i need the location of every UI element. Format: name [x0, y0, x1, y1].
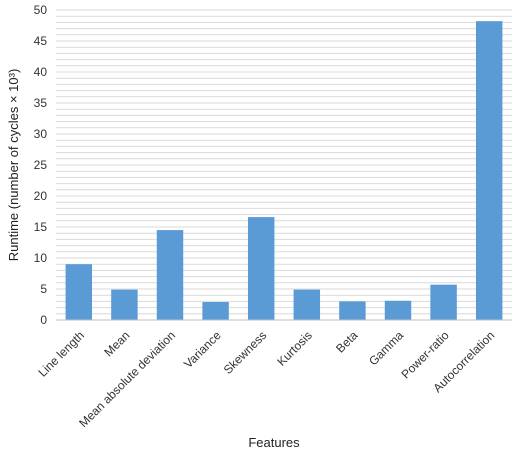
y-tick-label: 15: [34, 220, 48, 234]
y-tick-label: 30: [34, 127, 48, 141]
y-tick-label: 20: [34, 189, 48, 203]
bar: [202, 302, 229, 320]
x-tick-label: Line length: [36, 328, 87, 379]
y-tick-labels: 0 5 10 15 20 25 30 35 40 45 50: [34, 3, 48, 327]
y-axis-label: Runtime (number of cycles × 10³): [6, 69, 21, 262]
y-tick-label: 50: [34, 3, 48, 17]
y-tick-label: 25: [34, 158, 48, 172]
bar: [293, 289, 321, 320]
x-tick-label: Kurtosis: [274, 328, 315, 369]
y-tick-label: 45: [34, 34, 48, 48]
bar: [247, 217, 275, 320]
y-tick-label: 40: [34, 65, 48, 79]
bar: [430, 284, 457, 320]
bars: [65, 21, 503, 320]
bar: [156, 230, 184, 320]
bar: [475, 21, 503, 320]
x-tick-label: Gamma: [366, 328, 406, 368]
x-axis-label: Features: [248, 435, 300, 450]
bar: [339, 301, 366, 320]
y-tick-label: 5: [40, 282, 47, 296]
bar: [65, 264, 93, 320]
x-tick-label: Variance: [181, 328, 224, 371]
bar: [384, 300, 412, 320]
x-tick-label: Skewness: [221, 328, 270, 377]
y-tick-label: 0: [40, 313, 47, 327]
y-tick-label: 10: [34, 251, 48, 265]
x-tick-label: Mean absolute deviation: [76, 328, 178, 430]
x-tick-label: Mean: [101, 328, 132, 359]
y-tick-label: 35: [34, 96, 48, 110]
bar: [111, 289, 138, 320]
gridlines: [56, 9, 512, 321]
x-tick-label: Beta: [333, 328, 361, 356]
